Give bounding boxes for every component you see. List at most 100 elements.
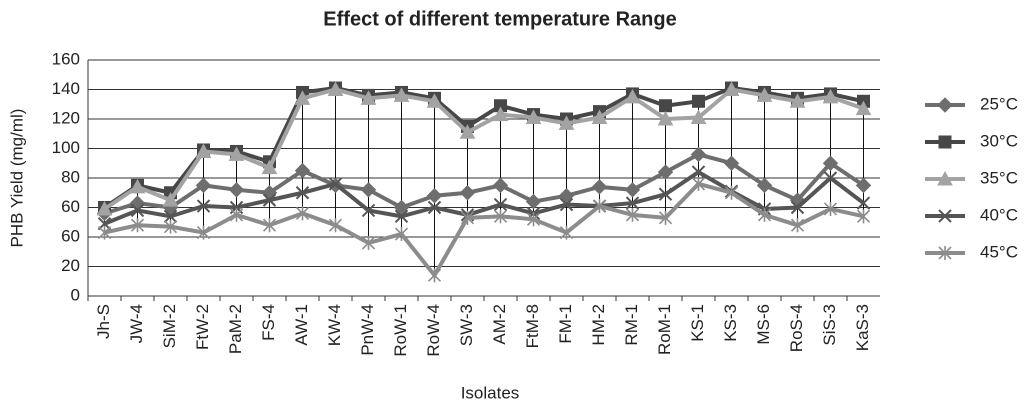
y-tick-label: 60 <box>61 226 80 245</box>
x-tick-label: PaM-2 <box>226 304 245 354</box>
data-point <box>856 196 871 210</box>
data-point <box>624 88 641 104</box>
x-tick-label: RM-1 <box>622 304 641 346</box>
chart-title: Effect of different temperature Range <box>323 8 676 30</box>
data-point <box>196 225 211 240</box>
data-point <box>129 178 146 194</box>
x-tick-label: HM-2 <box>589 304 608 346</box>
data-point <box>790 218 805 233</box>
data-point <box>592 199 607 214</box>
x-tick-label: FS-4 <box>259 304 278 341</box>
data-point <box>822 155 839 171</box>
data-point <box>459 124 476 139</box>
data-point <box>724 185 739 200</box>
data-point <box>855 100 872 116</box>
data-point <box>360 90 377 105</box>
x-tick-label: RoW-4 <box>424 304 443 357</box>
x-tick-label: Jh-S <box>94 304 113 339</box>
y-tick-label: 100 <box>52 138 80 157</box>
x-tick-label: RoW-1 <box>391 304 410 357</box>
x-axis-label: Isolates <box>461 383 520 402</box>
data-point <box>262 218 277 233</box>
x-tick-label: PnW-4 <box>358 304 377 356</box>
data-point <box>789 93 806 108</box>
x-tick-label: SiM-2 <box>160 304 179 348</box>
data-point <box>625 196 640 210</box>
data-point <box>196 199 211 213</box>
data-point <box>394 209 409 224</box>
y-tick-label: 80 <box>61 167 80 186</box>
x-tick-label: KS-3 <box>721 304 740 342</box>
data-point <box>493 197 508 212</box>
data-point <box>690 146 707 163</box>
x-tick-label: AW-1 <box>292 304 311 346</box>
data-point <box>823 201 838 216</box>
data-point <box>459 185 476 201</box>
legend-marker <box>938 135 952 149</box>
legend-marker <box>937 170 953 186</box>
data-point <box>295 206 310 221</box>
x-tick-label: FtM-8 <box>523 304 542 348</box>
legend-label: 25°C <box>980 94 1018 113</box>
x-tick-label: RoM-1 <box>655 304 674 355</box>
data-point <box>163 209 178 224</box>
data-point <box>559 225 574 240</box>
data-point <box>756 87 773 102</box>
data-point <box>261 159 278 175</box>
data-point <box>855 177 872 194</box>
data-point <box>658 210 673 225</box>
x-tick-label: FM-1 <box>556 304 575 344</box>
data-point <box>328 177 343 191</box>
legend-marker <box>938 246 952 260</box>
y-tick-label: 120 <box>52 108 80 127</box>
data-point <box>691 176 706 191</box>
x-tick-label: SW-3 <box>457 304 476 346</box>
x-tick-label: JW-4 <box>127 304 146 343</box>
data-point <box>97 225 112 240</box>
data-point <box>361 235 376 250</box>
data-point <box>526 212 541 227</box>
data-point <box>558 115 575 130</box>
data-point <box>692 94 705 108</box>
x-tick-label: FtW-2 <box>193 304 212 350</box>
data-point <box>294 90 311 105</box>
y-tick-label: 140 <box>52 79 80 98</box>
data-point <box>691 165 706 179</box>
data-point <box>195 177 212 194</box>
data-point <box>327 81 344 96</box>
data-point <box>195 143 212 158</box>
x-tick-label: SiS-3 <box>820 304 839 346</box>
data-point <box>493 209 508 224</box>
data-point <box>394 227 409 242</box>
data-point <box>525 193 542 210</box>
x-tick-label: KW-4 <box>325 304 344 346</box>
x-tick-label: MS-6 <box>754 304 773 345</box>
data-point <box>427 268 442 283</box>
series-line <box>104 181 864 279</box>
data-point <box>756 177 773 194</box>
data-point <box>460 210 475 225</box>
data-point <box>229 207 244 222</box>
data-point <box>525 109 542 125</box>
series-line <box>103 87 865 211</box>
data-point <box>360 182 377 198</box>
legend-label: 45°C <box>980 242 1018 261</box>
data-point <box>228 182 245 198</box>
legend-marker <box>938 209 952 223</box>
data-point <box>294 162 311 179</box>
data-point <box>426 187 443 204</box>
legend-label: 35°C <box>980 168 1018 187</box>
data-point <box>657 164 674 180</box>
data-point <box>162 192 179 207</box>
legend-label: 30°C <box>980 131 1018 150</box>
x-tick-label: RoS-4 <box>787 304 806 352</box>
data-point <box>361 203 376 218</box>
data-point <box>690 109 707 125</box>
data-point <box>723 81 740 96</box>
data-point <box>130 203 145 218</box>
y-tick-label: 60 <box>61 197 80 216</box>
legend-label: 40°C <box>980 205 1018 224</box>
data-point <box>790 200 805 215</box>
x-tick-label: AM-2 <box>490 304 509 345</box>
